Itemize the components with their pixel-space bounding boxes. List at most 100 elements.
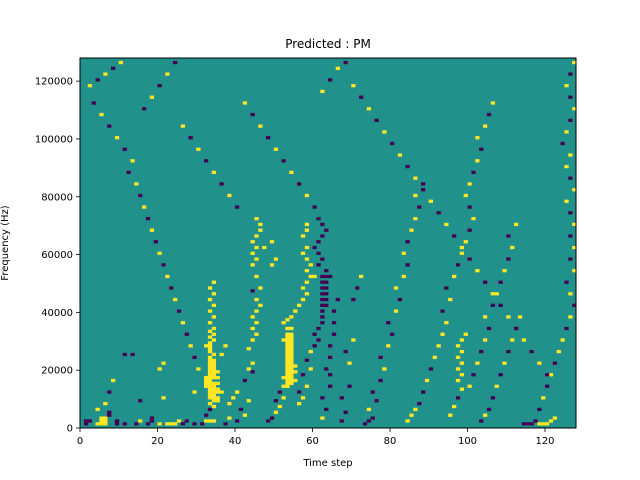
heatmap-cell [320,416,325,420]
heatmap-cell [254,274,259,279]
heatmap-cell [211,370,217,374]
heatmap-cell [320,274,325,279]
heatmap-cell [483,413,488,417]
heatmap-cell [211,292,217,296]
heatmap-cell [215,370,220,374]
heatmap-cell [366,107,372,111]
heatmap-cell [285,355,290,360]
heatmap-cell [397,297,403,302]
x-tick-label: 60 [306,436,319,447]
heatmap-cell [510,245,515,250]
heatmap-cell [320,89,325,94]
heatmap-cell [320,315,325,319]
heatmap-cell [192,355,197,360]
heatmap-cell [479,419,484,423]
heatmap-cell [235,205,240,209]
heatmap-cell [514,326,519,331]
heatmap-cell [111,66,116,70]
heatmap-cell [153,240,158,244]
heatmap-cell [568,257,573,261]
heatmap-cell [207,309,213,313]
heatmap-cell [428,199,434,203]
heatmap-cell [467,257,472,261]
heatmap-cell [351,338,356,342]
heatmap-cell [545,384,550,388]
heatmap-cell [339,396,344,400]
heatmap-cell [506,315,511,319]
y-tick-label: 0 [67,424,73,435]
heatmap-cell [250,326,255,331]
heatmap-cell [316,338,321,342]
heatmap-cell [285,352,290,357]
heatmap-cell [258,286,263,290]
heatmap-cell [180,124,186,128]
heatmap-cell [386,344,391,348]
y-tick-label: 20000 [41,366,73,377]
y-tick-label: 80000 [41,192,73,203]
heatmap-cell [250,315,255,319]
heatmap-cell [273,410,279,414]
heatmap-cell [266,419,271,423]
heatmap-cell [254,309,259,313]
heatmap-cell [219,182,224,186]
heatmap-cell [289,332,294,336]
heatmap-cell [537,407,542,412]
heatmap-cell [568,118,573,122]
heatmap-cell [254,332,259,336]
heatmap-cell [149,419,155,423]
heatmap-cell [250,338,255,342]
heatmap-cell [207,401,213,406]
heatmap-cell [436,211,441,215]
heatmap-cell [289,347,294,351]
heatmap-cell [250,251,255,255]
heatmap-cell [564,84,569,88]
heatmap-cell [87,419,93,423]
heatmap-cell [328,78,333,82]
heatmap-cell [467,205,472,209]
heatmap-cell [347,384,352,388]
heatmap-cell [266,136,271,140]
heatmap-cell [196,147,201,151]
heatmap-cell [568,234,573,238]
heatmap-cell [455,263,461,267]
heatmap-cell [417,401,422,406]
heatmap-cell [204,159,209,163]
heatmap-cell [207,341,213,345]
heatmap-cell [289,361,294,365]
heatmap-cell [293,364,298,368]
heatmap-cell [107,124,112,128]
heatmap-cell [506,257,511,261]
heatmap-cell [215,381,220,386]
heatmap-cells [83,60,577,426]
heatmap-cell [413,216,418,221]
heatmap-cell [308,263,313,267]
heatmap-cell [459,245,465,250]
heatmap-cell [211,315,217,319]
heatmap-cell [99,416,104,420]
heatmap-cell [459,387,465,391]
heatmap-cell [374,399,379,403]
heatmap-cell [521,422,527,426]
heatmap-cell [304,257,310,261]
heatmap-cell [285,373,290,377]
heatmap-cell [250,370,255,374]
heatmap-cell [107,413,112,417]
heatmap-cell [304,292,310,296]
heatmap-cell [390,141,395,146]
heatmap-cell [134,422,139,426]
y-tick-label: 120000 [35,77,73,88]
heatmap-cell [91,101,96,105]
heatmap-cell [467,384,472,388]
heatmap-cell [552,416,558,420]
heatmap-cell [421,188,426,192]
heatmap-cell [483,315,488,319]
heatmap-cell [242,101,248,105]
heatmap-cell [300,373,306,377]
heatmap-cell [304,222,310,227]
heatmap-cell [289,381,294,386]
heatmap-cell [215,375,220,380]
heatmap-cell [161,396,166,400]
heatmap-cell [99,112,104,117]
heatmap-cell [254,297,259,302]
heatmap-cell [211,352,217,357]
